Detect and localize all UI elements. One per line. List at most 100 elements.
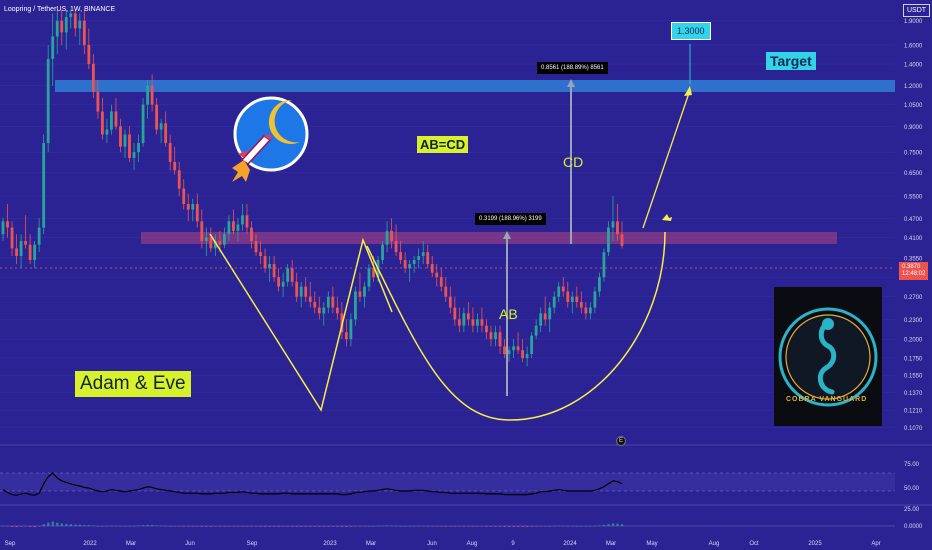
price-tick-label: 0.2700	[904, 295, 923, 301]
candle-body	[516, 346, 520, 351]
macd-bar	[327, 526, 330, 527]
candle-body	[611, 221, 615, 228]
candle-body	[69, 13, 73, 18]
candle-body	[539, 313, 543, 326]
time-axis[interactable]: Sep 2022 Mar Jun Sep 2023 Mar Jun Aug 9 2024 Mar May…	[5, 541, 881, 547]
macd-bar	[621, 524, 624, 526]
event-marker-icon[interactable]: E	[616, 436, 626, 446]
macd-bar	[485, 526, 488, 527]
price-tick-label: 0.2300	[904, 318, 923, 324]
macd-bar	[47, 522, 50, 526]
candle-body	[489, 332, 493, 340]
rocket-flame-icon	[232, 160, 250, 182]
target-value-box: 1.3000	[671, 22, 711, 40]
candle-body	[331, 296, 335, 308]
rocket-moon-icon	[232, 96, 309, 182]
macd-bar	[182, 526, 185, 527]
macd-bar	[517, 526, 520, 527]
logo-text: COBRA VANGUARD	[786, 396, 868, 403]
macd-bar	[29, 526, 32, 527]
candle-body	[390, 230, 393, 242]
macd-bar	[268, 526, 271, 527]
candle-body	[46, 58, 50, 144]
macd-bar	[187, 526, 190, 527]
macd-bar	[521, 526, 524, 527]
candle-body	[19, 241, 23, 256]
macd-bar	[277, 526, 280, 527]
macd-bar	[318, 526, 321, 527]
price-tick-label: 0.4100	[904, 236, 923, 242]
candle-body	[503, 346, 506, 355]
candle-body	[372, 268, 375, 278]
candle-body	[480, 319, 484, 326]
candle-body	[358, 291, 362, 297]
time-tick-label: Apr	[871, 541, 880, 547]
macd-bar	[526, 526, 529, 527]
cobra-icon	[817, 319, 837, 395]
candle-body	[566, 291, 570, 303]
candle-body	[241, 215, 244, 225]
macd-bar	[471, 526, 475, 527]
time-tick-label: 2025	[808, 541, 822, 547]
candle-body	[322, 307, 326, 314]
price-tick-label: 0.9000	[904, 125, 923, 131]
projection-arrow-line	[642, 89, 691, 229]
macd-bar	[386, 525, 389, 526]
candle-body	[408, 264, 412, 269]
candle-body	[548, 307, 552, 320]
candle-body	[494, 332, 497, 340]
candle-body	[426, 252, 430, 265]
macd-bar	[598, 525, 601, 526]
candle-body	[132, 152, 136, 158]
candle-body	[557, 286, 561, 297]
time-tick-label: Sep	[247, 541, 258, 547]
macd-bar	[83, 525, 86, 526]
time-tick-label: Mar	[606, 541, 616, 547]
candle-body	[232, 221, 235, 231]
logo-ring	[778, 307, 878, 407]
resistance-zone	[141, 232, 837, 244]
macd-bar	[349, 526, 353, 527]
candle-body	[317, 307, 321, 314]
candle-body	[412, 259, 416, 265]
candle-body	[552, 296, 556, 308]
eve-cup-curve	[366, 231, 666, 421]
candle-body	[543, 313, 547, 320]
projection-arrow-head	[684, 86, 692, 96]
macd-bar	[264, 526, 267, 527]
price-tick-label: 0.4700	[904, 217, 923, 223]
candle-body	[534, 325, 538, 336]
time-tick-label: Oct	[749, 541, 759, 547]
candle-body	[620, 234, 624, 246]
time-tick-label: 9	[511, 541, 515, 547]
macd-bar	[508, 526, 511, 527]
candle-body	[457, 319, 461, 326]
candle-body	[82, 20, 86, 46]
pattern-label: Adam & Eve	[75, 371, 191, 397]
candle-body	[110, 111, 113, 130]
candle-body	[182, 188, 186, 204]
adam-eve-pattern	[209, 44, 692, 421]
candle-body	[209, 237, 213, 249]
macd-bar	[33, 526, 36, 528]
macd-bar	[87, 525, 91, 526]
candle-body	[146, 85, 149, 105]
macd-bar	[336, 526, 339, 527]
candle-body	[73, 13, 77, 29]
candle-body	[476, 319, 479, 326]
candle-body	[335, 307, 339, 314]
time-tick-label: May	[646, 541, 657, 547]
macd-bar	[42, 524, 45, 526]
candle-body	[521, 350, 524, 359]
candlestick-series	[1, 10, 624, 367]
price-tick-label: 0.1210	[904, 409, 923, 415]
candle-body	[602, 252, 606, 278]
candle-body	[598, 277, 601, 292]
macd-bar	[453, 526, 457, 527]
candle-body	[227, 221, 231, 235]
currency-badge[interactable]: USDT	[903, 4, 931, 17]
candle-body	[78, 20, 82, 29]
crescent-moon-icon	[268, 99, 300, 144]
macd-bar	[503, 526, 506, 527]
